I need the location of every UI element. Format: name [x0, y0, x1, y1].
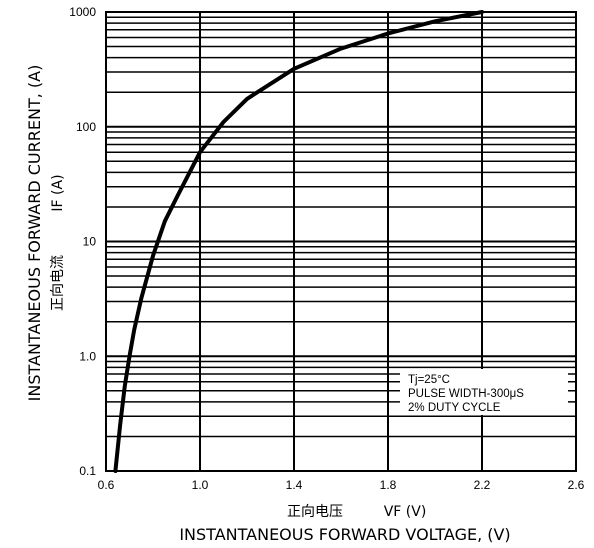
- x-tick-label: 2.2: [474, 478, 491, 492]
- y-axis-title: INSTANTANEOUS FORWARD CURRENT, (A): [25, 65, 44, 402]
- y-axis-subtitle: 正向电流 IF (A): [50, 174, 66, 311]
- x-tick-label: 1.0: [192, 478, 209, 492]
- series-curve-group: [113, 10, 484, 473]
- condition-note-line: Tj=25°C: [408, 374, 450, 386]
- y-tick-label: 10: [83, 235, 97, 249]
- y-tick-label: 1.0: [79, 349, 96, 363]
- note-box-background: [400, 369, 568, 415]
- y-axis-cn-label: 正向电流: [50, 255, 66, 311]
- condition-note-box: Tj=25°C PULSE WIDTH-300μS 2% DUTY CYCLE: [400, 369, 568, 415]
- x-axis-symbol: VF (V): [384, 504, 427, 520]
- y-tick-label: 100: [76, 120, 96, 134]
- x-tick-label: 0.6: [98, 478, 115, 492]
- x-tick-label: 2.6: [568, 478, 585, 492]
- x-tick-label: 1.4: [286, 478, 303, 492]
- x-axis-title: INSTANTANEOUS FORWARD VOLTAGE, (V): [179, 525, 510, 544]
- y-tick-label: 1000: [69, 5, 96, 19]
- condition-note-line: 2% DUTY CYCLE: [408, 402, 501, 414]
- tick-labels: 0.6 1.0 1.4 1.8 2.2 2.6 0.1 1.0 10 100 1000: [69, 5, 584, 492]
- y-axis-symbol: IF (A): [50, 174, 66, 211]
- forward-current-curve: [113, 10, 484, 473]
- x-axis-cn-label: 正向电压: [287, 504, 343, 520]
- y-tick-label: 0.1: [79, 464, 96, 478]
- plot-frame: [105, 11, 577, 472]
- x-tick-label: 1.8: [380, 478, 397, 492]
- condition-note-line: PULSE WIDTH-300μS: [408, 388, 524, 400]
